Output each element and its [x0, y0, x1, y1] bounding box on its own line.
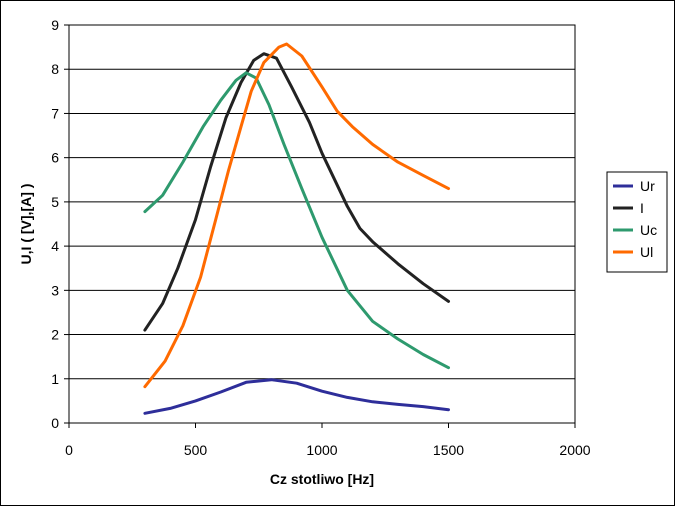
y-tick-label: 2 — [51, 327, 59, 343]
x-tick-label: 1500 — [433, 442, 464, 458]
x-axis-title: Cz stotliwo [Hz] — [270, 471, 374, 487]
x-tick-label: 2000 — [559, 442, 590, 458]
series-line-i — [143, 52, 450, 332]
axis-ticks: 0 1 2 3 4 5 6 7 8 9 0 500 1000 1500 2000 — [51, 17, 591, 458]
y-tick-label: 4 — [51, 238, 59, 254]
x-tick-label: 0 — [65, 442, 73, 458]
series-line-ur — [143, 378, 450, 415]
legend-label-ur: Ur — [640, 178, 655, 194]
y-tick-label: 8 — [51, 61, 59, 77]
series-line-uc — [143, 71, 450, 370]
legend-label-uc: Uc — [640, 222, 657, 238]
x-tick-label: 500 — [184, 442, 208, 458]
legend-box — [606, 171, 668, 273]
y-tick-label: 0 — [51, 415, 59, 431]
y-tick-label: 9 — [51, 17, 59, 33]
x-tick-label: 1000 — [306, 442, 337, 458]
y-tick-label: 5 — [51, 194, 59, 210]
y-tick-label: 6 — [51, 150, 59, 166]
y-tick-label: 1 — [51, 371, 59, 387]
legend-label-i: I — [640, 200, 644, 216]
grid-lines — [69, 24, 575, 380]
series-line-ul — [143, 42, 450, 389]
y-tick-label: 7 — [51, 105, 59, 121]
y-axis-title: U,I ( [V],[A] ) — [18, 184, 34, 265]
series-lines — [143, 42, 450, 415]
legend: Ur I Uc Ul — [606, 171, 668, 273]
y-tick-label: 3 — [51, 282, 59, 298]
legend-label-ul: Ul — [640, 244, 653, 260]
